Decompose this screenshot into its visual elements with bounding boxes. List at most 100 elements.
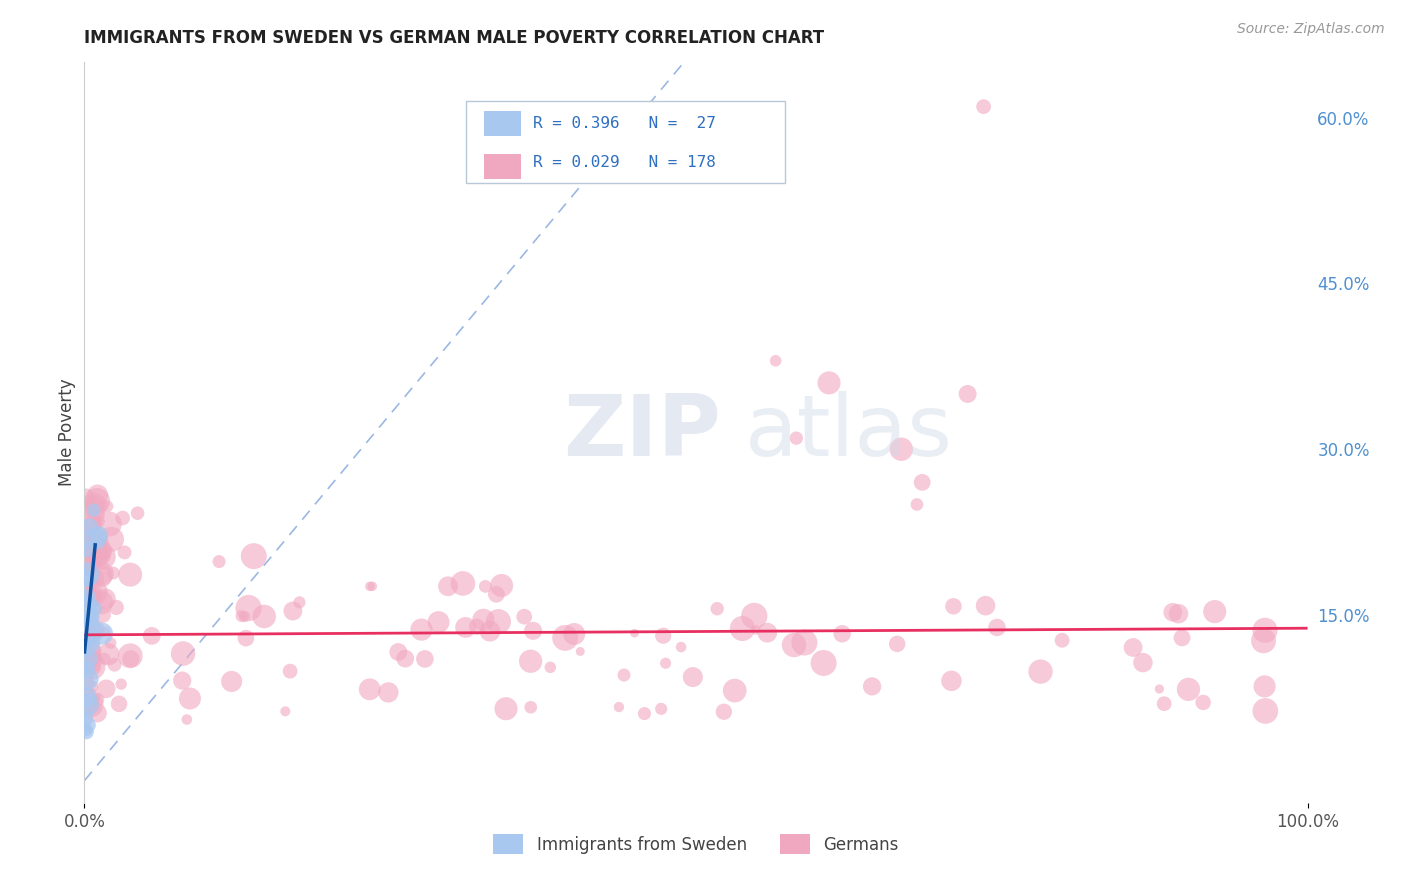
Point — [942, 599, 965, 614]
Legend: Immigrants from Sweden, Germans: Immigrants from Sweden, Germans — [486, 828, 905, 861]
Point — [80, 516, 103, 530]
Point — [724, 683, 747, 698]
Point — [413, 652, 436, 666]
Point — [75, 675, 97, 690]
Point — [82, 533, 104, 548]
Point — [75, 652, 97, 666]
Point — [90, 626, 112, 640]
Point — [76, 599, 98, 613]
Point — [76, 584, 98, 599]
Point — [84, 534, 107, 549]
Point — [731, 622, 754, 636]
Point — [77, 655, 100, 669]
Point — [172, 673, 194, 688]
Point — [79, 584, 101, 599]
Point — [75, 571, 97, 585]
Point — [73, 624, 96, 639]
Point — [82, 517, 104, 532]
Point — [76, 627, 98, 641]
Point — [1254, 704, 1277, 718]
Point — [785, 431, 807, 445]
Point — [633, 706, 655, 721]
Point — [208, 555, 231, 569]
Point — [84, 650, 107, 665]
Point — [82, 552, 104, 566]
Point — [90, 596, 112, 610]
Point — [387, 645, 409, 659]
Point — [87, 528, 110, 542]
Point — [110, 677, 132, 691]
Point — [76, 527, 98, 541]
Point — [427, 615, 450, 629]
Point — [105, 600, 128, 615]
Point — [76, 591, 98, 605]
Text: R = 0.029   N = 178: R = 0.029 N = 178 — [533, 154, 716, 169]
Point — [76, 567, 98, 582]
Point — [76, 725, 98, 739]
Point — [86, 706, 108, 720]
Point — [77, 547, 100, 561]
Point — [73, 652, 96, 666]
Point — [783, 638, 806, 652]
Point — [242, 549, 264, 563]
Point — [76, 698, 98, 712]
Point — [765, 353, 787, 368]
Point — [79, 634, 101, 648]
Point — [79, 643, 101, 657]
Point — [288, 595, 311, 609]
Point — [472, 613, 495, 627]
Point — [860, 679, 883, 693]
Point — [454, 620, 477, 634]
Point — [1153, 697, 1175, 711]
Point — [495, 702, 517, 716]
Point — [77, 558, 100, 572]
Point — [650, 702, 672, 716]
Point — [75, 560, 97, 574]
Point — [98, 516, 121, 531]
Point — [76, 672, 98, 686]
Point — [90, 569, 112, 583]
Point — [87, 547, 110, 561]
Point — [86, 488, 108, 502]
Point — [519, 654, 541, 668]
Point — [73, 653, 96, 667]
Point — [75, 609, 97, 624]
Text: Source: ZipAtlas.com: Source: ZipAtlas.com — [1237, 22, 1385, 37]
Point — [80, 591, 103, 606]
Point — [1167, 607, 1189, 621]
Point — [1253, 679, 1275, 693]
Point — [465, 620, 488, 634]
Point — [359, 579, 381, 593]
Point — [491, 578, 513, 592]
Point — [1254, 624, 1277, 638]
Point — [1171, 631, 1194, 645]
Point — [486, 615, 509, 629]
Point — [76, 632, 98, 647]
Point — [522, 624, 544, 638]
Point — [1132, 656, 1154, 670]
Point — [87, 548, 110, 562]
Point — [474, 579, 496, 593]
Point — [569, 644, 592, 658]
Point — [652, 629, 675, 643]
Point — [89, 543, 111, 558]
Point — [742, 608, 765, 623]
Point — [613, 668, 636, 682]
Point — [120, 652, 142, 666]
Point — [238, 601, 260, 615]
Point — [76, 615, 98, 630]
Point — [1149, 681, 1171, 696]
Point — [76, 656, 98, 670]
Point — [1192, 695, 1215, 709]
Point — [377, 685, 399, 699]
Point — [361, 579, 384, 593]
Point — [905, 498, 928, 512]
Point — [75, 528, 97, 542]
Point — [172, 647, 194, 661]
Point — [1253, 633, 1275, 648]
Point — [394, 651, 416, 665]
Point — [108, 697, 131, 711]
Point — [75, 712, 97, 726]
Point — [437, 579, 460, 593]
Point — [94, 591, 117, 606]
